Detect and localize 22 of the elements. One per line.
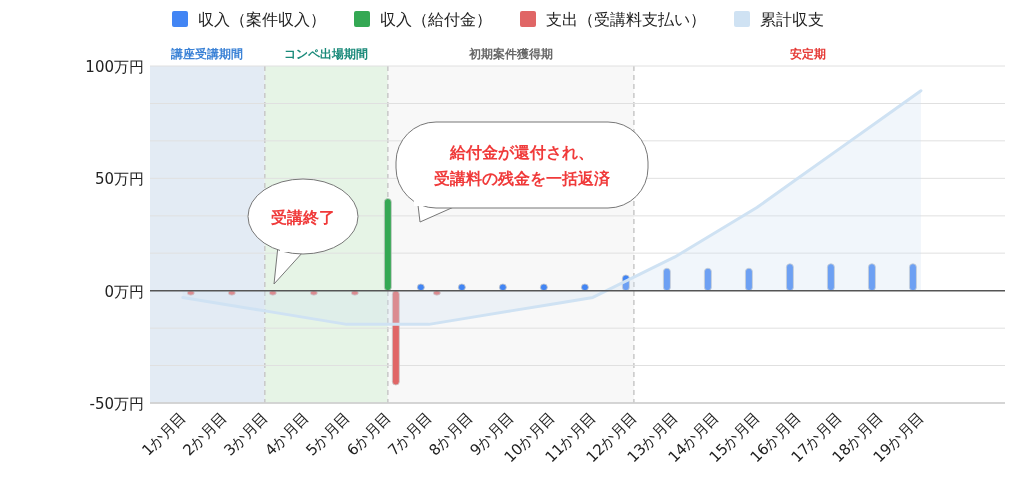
- bar: [827, 263, 835, 292]
- bar: [745, 267, 753, 292]
- legend-label: 支出（受講料支払い）: [546, 10, 706, 29]
- bar: [704, 267, 712, 292]
- band-label: 初期案件獲得期: [467, 47, 553, 61]
- y-tick-label: 0万円: [104, 282, 144, 301]
- bar: [868, 263, 876, 292]
- legend-label: 累計収支: [760, 10, 824, 29]
- y-tick-label: -50万円: [89, 395, 144, 413]
- bar: [391, 290, 400, 386]
- bar: [662, 267, 671, 292]
- bar: [909, 263, 917, 292]
- annotation: 給付金が還付され、受講料の残金を一括返済: [433, 143, 611, 188]
- legend-label: 収入（案件収入）: [198, 10, 326, 29]
- legend-label: 収入（給付金）: [380, 10, 492, 29]
- text: 安定期: [790, 47, 826, 61]
- y-tick-label: 50万円: [94, 170, 144, 189]
- y-tick-label: 100万円: [85, 58, 144, 76]
- bar: [786, 263, 794, 292]
- annotation: 受講終了: [270, 207, 335, 227]
- band-label: 講座受講期間: [170, 47, 244, 61]
- band-label: コンペ出場期間: [284, 47, 369, 61]
